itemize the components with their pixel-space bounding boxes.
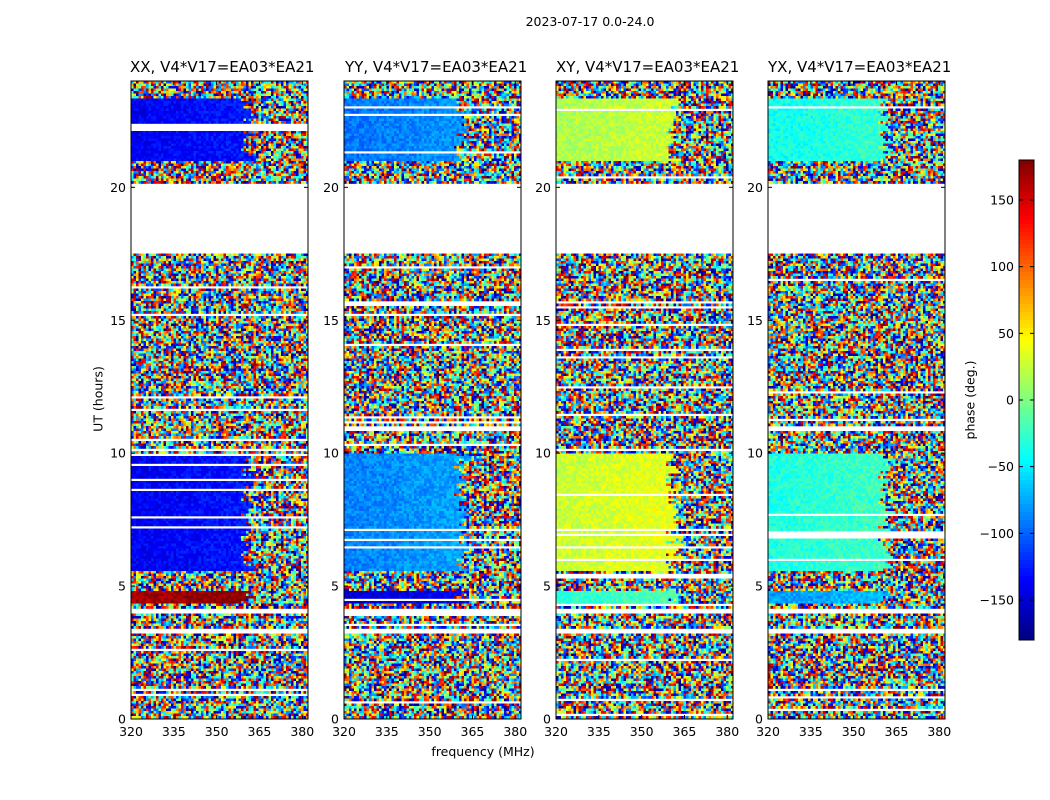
y-tick-label: 10 (323, 446, 339, 461)
colorbar-tick-label: −100 (980, 526, 1014, 541)
y-tick-label: 10 (535, 446, 551, 461)
x-tick-label: 350 (842, 724, 866, 739)
x-tick-label: 335 (587, 724, 611, 739)
y-tick-label: 15 (747, 313, 763, 328)
panel-title-yy: YY, V4*V17=EA03*EA21 (345, 58, 527, 76)
panel-yx-frame (767, 80, 946, 720)
panel-xy-image (556, 81, 733, 719)
x-tick-label: 335 (162, 724, 186, 739)
y-tick-label: 15 (323, 313, 339, 328)
y-tick-label: 0 (543, 712, 551, 727)
panel-yx-image (768, 81, 945, 719)
colorbar-tick-label: 150 (990, 193, 1014, 208)
y-tick-label: 0 (331, 712, 339, 727)
colorbar (1019, 160, 1034, 641)
panel-yy-frame (343, 80, 522, 720)
y-tick-label: 20 (747, 180, 763, 195)
panel-title-yx: YX, V4*V17=EA03*EA21 (768, 58, 951, 76)
x-tick-label: 320 (332, 724, 356, 739)
colorbar-tick-label: −150 (980, 593, 1014, 608)
x-tick-label: 365 (248, 724, 272, 739)
y-tick-label: 0 (755, 712, 763, 727)
y-tick-label: 15 (110, 313, 126, 328)
panel-xy-frame (555, 80, 734, 720)
x-tick-label: 365 (673, 724, 697, 739)
panel-yy-image (344, 81, 521, 719)
figure-title: 2023-07-17 0.0-24.0 (0, 14, 1050, 29)
y-tick-label: 0 (118, 712, 126, 727)
x-tick-label: 320 (756, 724, 780, 739)
x-tick-label: 380 (927, 724, 951, 739)
y-tick-label: 20 (535, 180, 551, 195)
colorbar-tick-label: −50 (988, 459, 1014, 474)
x-tick-label: 320 (544, 724, 568, 739)
panel-xx-image (131, 81, 308, 719)
y-tick-label: 10 (747, 446, 763, 461)
y-tick-label: 5 (543, 579, 551, 594)
x-tick-label: 365 (461, 724, 485, 739)
panel-xx-frame (130, 80, 309, 720)
colorbar-tick-label: 50 (998, 326, 1014, 341)
y-tick-label: 10 (110, 446, 126, 461)
y-tick-label: 5 (755, 579, 763, 594)
colorbar-tick-label: 0 (1006, 393, 1014, 408)
y-tick-label: 5 (118, 579, 126, 594)
x-tick-label: 380 (503, 724, 527, 739)
x-tick-label: 335 (375, 724, 399, 739)
x-tick-label: 350 (418, 724, 442, 739)
y-tick-label: 20 (323, 180, 339, 195)
x-tick-label: 320 (119, 724, 143, 739)
x-tick-label: 365 (885, 724, 909, 739)
x-tick-label: 380 (715, 724, 739, 739)
colorbar-tick-label: 100 (990, 259, 1014, 274)
y-tick-label: 20 (110, 180, 126, 195)
x-axis-label: frequency (MHz) (431, 744, 534, 759)
x-tick-label: 335 (799, 724, 823, 739)
y-tick-label: 5 (331, 579, 339, 594)
x-tick-label: 380 (290, 724, 314, 739)
panel-title-xx: XX, V4*V17=EA03*EA21 (130, 58, 314, 76)
x-tick-label: 350 (630, 724, 654, 739)
y-tick-label: 15 (535, 313, 551, 328)
x-tick-label: 350 (205, 724, 229, 739)
panel-title-xy: XY, V4*V17=EA03*EA21 (556, 58, 739, 76)
